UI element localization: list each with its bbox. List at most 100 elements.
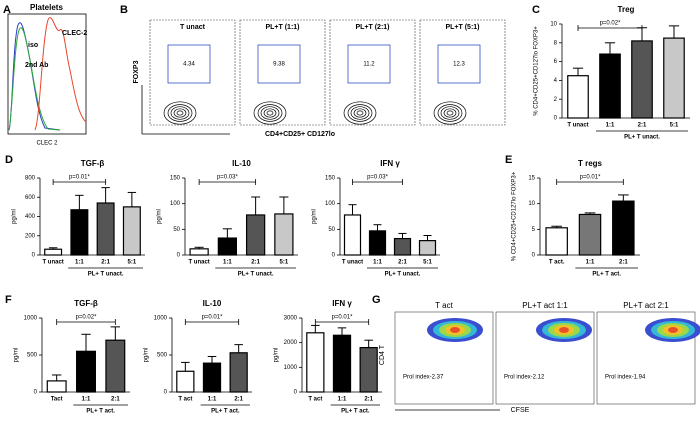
y-axis-label: pg/ml bbox=[274, 348, 280, 363]
density-y-label: CD4 T bbox=[379, 344, 386, 365]
x-tick-label: 1:1 bbox=[208, 397, 217, 403]
density-title: PL+T act 2:1 bbox=[623, 301, 669, 310]
y-tick-label: 1000 bbox=[24, 316, 38, 322]
contour-plot bbox=[149, 19, 236, 126]
histogram-title: Platelets bbox=[30, 3, 63, 12]
group-label: PL+ T unact. bbox=[88, 272, 124, 278]
second-ab-curve bbox=[8, 27, 61, 131]
prol-index: Prol index-2.12 bbox=[504, 375, 545, 381]
gate bbox=[257, 44, 301, 84]
y-tick-label: 3000 bbox=[284, 316, 298, 322]
density-blob bbox=[559, 327, 569, 333]
panel-letter: A bbox=[3, 4, 11, 16]
gate-value: 12.3 bbox=[453, 62, 465, 68]
gate bbox=[437, 44, 481, 84]
chart-title: Treg bbox=[618, 5, 635, 14]
y-tick-label: 0 bbox=[294, 390, 298, 396]
y-axis-label: % CD4+CD25+CD127lo FOXP3+ bbox=[534, 26, 540, 116]
bar bbox=[332, 334, 352, 393]
bar bbox=[343, 214, 362, 256]
prol-index: Prol index-1.94 bbox=[605, 375, 646, 381]
histogram-label: iso bbox=[28, 42, 38, 49]
contour-ring bbox=[260, 106, 280, 120]
bar bbox=[612, 200, 635, 256]
bar bbox=[44, 248, 63, 256]
contour-y-label: FOXP3 bbox=[133, 60, 140, 83]
y-tick-label: 500 bbox=[157, 353, 168, 359]
y-tick-label: 0 bbox=[332, 253, 336, 259]
y-tick-label: 15 bbox=[528, 176, 535, 182]
x-tick-label: 1:1 bbox=[338, 397, 347, 403]
x-tick-label: 2:1 bbox=[398, 260, 407, 266]
chart-title: IFN γ bbox=[332, 299, 352, 308]
y-tick-label: 6 bbox=[554, 59, 558, 65]
contour-ring bbox=[173, 108, 187, 118]
p-value: p=0.02* bbox=[76, 315, 98, 321]
density-x-label: CFSE bbox=[511, 407, 530, 414]
contour-ring bbox=[167, 104, 193, 122]
contour-x-label: CD4+CD25+ CD127lo bbox=[265, 131, 335, 138]
p-value: p=0.01* bbox=[580, 175, 602, 181]
chart-title: T regs bbox=[578, 159, 603, 168]
p-value: p=0.02* bbox=[600, 21, 622, 27]
y-tick-label: 0 bbox=[177, 253, 181, 259]
x-tick-label: 2:1 bbox=[619, 260, 628, 266]
p-value: p=0.01* bbox=[69, 175, 91, 181]
y-axis-label: pg/ml bbox=[14, 348, 20, 363]
y-tick-label: 0 bbox=[32, 253, 36, 259]
y-tick-label: 800 bbox=[25, 176, 36, 182]
bar bbox=[46, 380, 67, 393]
contour-ring bbox=[343, 101, 377, 125]
p-value: p=0.03* bbox=[217, 175, 239, 181]
group-label: PL+ T unact. bbox=[624, 135, 660, 141]
bar bbox=[599, 53, 621, 119]
y-tick-label: 150 bbox=[325, 176, 336, 182]
contour-ring bbox=[350, 106, 370, 120]
x-tick-label: 5:1 bbox=[280, 260, 289, 266]
contour-title: T unact bbox=[180, 24, 206, 31]
y-tick-label: 1000 bbox=[284, 365, 298, 371]
chart-title: IFN γ bbox=[380, 159, 400, 168]
bar bbox=[663, 37, 685, 119]
x-tick-label: 2:1 bbox=[101, 260, 110, 266]
bar bbox=[105, 339, 126, 393]
y-tick-label: 5 bbox=[532, 227, 536, 233]
y-tick-label: 0 bbox=[164, 390, 168, 396]
contour-ring bbox=[440, 106, 460, 120]
contour-ring bbox=[263, 108, 277, 118]
bar bbox=[578, 213, 602, 256]
histogram: Platelets iso 2nd Ab CLEC-2 CLEC 2 bbox=[7, 3, 87, 147]
x-tick-label: T unact bbox=[342, 260, 363, 266]
bar bbox=[306, 332, 325, 393]
bar bbox=[189, 248, 209, 256]
prol-index: Prol index-2.37 bbox=[403, 375, 444, 381]
panel-letter: G bbox=[372, 294, 381, 306]
y-tick-label: 0 bbox=[532, 253, 536, 259]
y-axis-label: pg/ml bbox=[157, 209, 163, 224]
bar bbox=[70, 209, 89, 256]
y-tick-label: 150 bbox=[170, 176, 181, 182]
p-value: p=0.01* bbox=[202, 315, 224, 321]
gate-value: 4.34 bbox=[183, 62, 195, 68]
y-tick-label: 0 bbox=[34, 390, 38, 396]
y-tick-label: 500 bbox=[27, 353, 38, 359]
density-title: T act bbox=[435, 301, 453, 310]
x-tick-label: 5:1 bbox=[670, 123, 679, 129]
y-tick-label: 100 bbox=[170, 201, 181, 207]
p-value: p=0.01* bbox=[332, 315, 354, 321]
contour-plot bbox=[419, 19, 506, 126]
x-tick-label: 2:1 bbox=[638, 123, 647, 129]
panel-letter: B bbox=[120, 4, 128, 16]
group-label: PL+ T act. bbox=[592, 272, 621, 278]
x-tick-label: 1:1 bbox=[223, 260, 232, 266]
y-tick-label: 0 bbox=[554, 116, 558, 122]
bar bbox=[274, 213, 294, 256]
density-blob bbox=[668, 327, 678, 333]
contour-ring bbox=[347, 104, 373, 122]
x-tick-label: 1:1 bbox=[606, 123, 615, 129]
contour-ring bbox=[266, 110, 274, 116]
y-tick-label: 10 bbox=[528, 201, 535, 207]
bar bbox=[202, 362, 222, 393]
group-label: PL+ T unact. bbox=[385, 272, 421, 278]
